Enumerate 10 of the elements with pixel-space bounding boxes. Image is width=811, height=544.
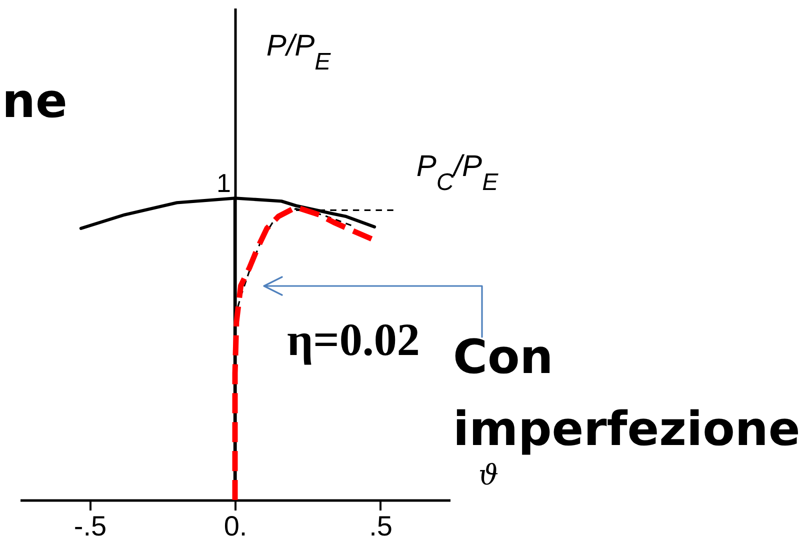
series-label: P$_{C}$/P$_{E}$: [416, 150, 500, 196]
x-tick-label: -.5: [74, 510, 107, 542]
x-tick-label: .5: [369, 510, 392, 542]
x-tick-label: 0.: [224, 510, 248, 542]
y-axis-title: P/P$_{E}$: [266, 30, 332, 75]
x-axis-title: ϑ: [478, 458, 499, 492]
annotation: 1: [216, 168, 231, 198]
text: ne: [2, 74, 68, 129]
text: Con imperfezione: [453, 330, 800, 457]
annotation: η=0.02: [287, 314, 420, 365]
